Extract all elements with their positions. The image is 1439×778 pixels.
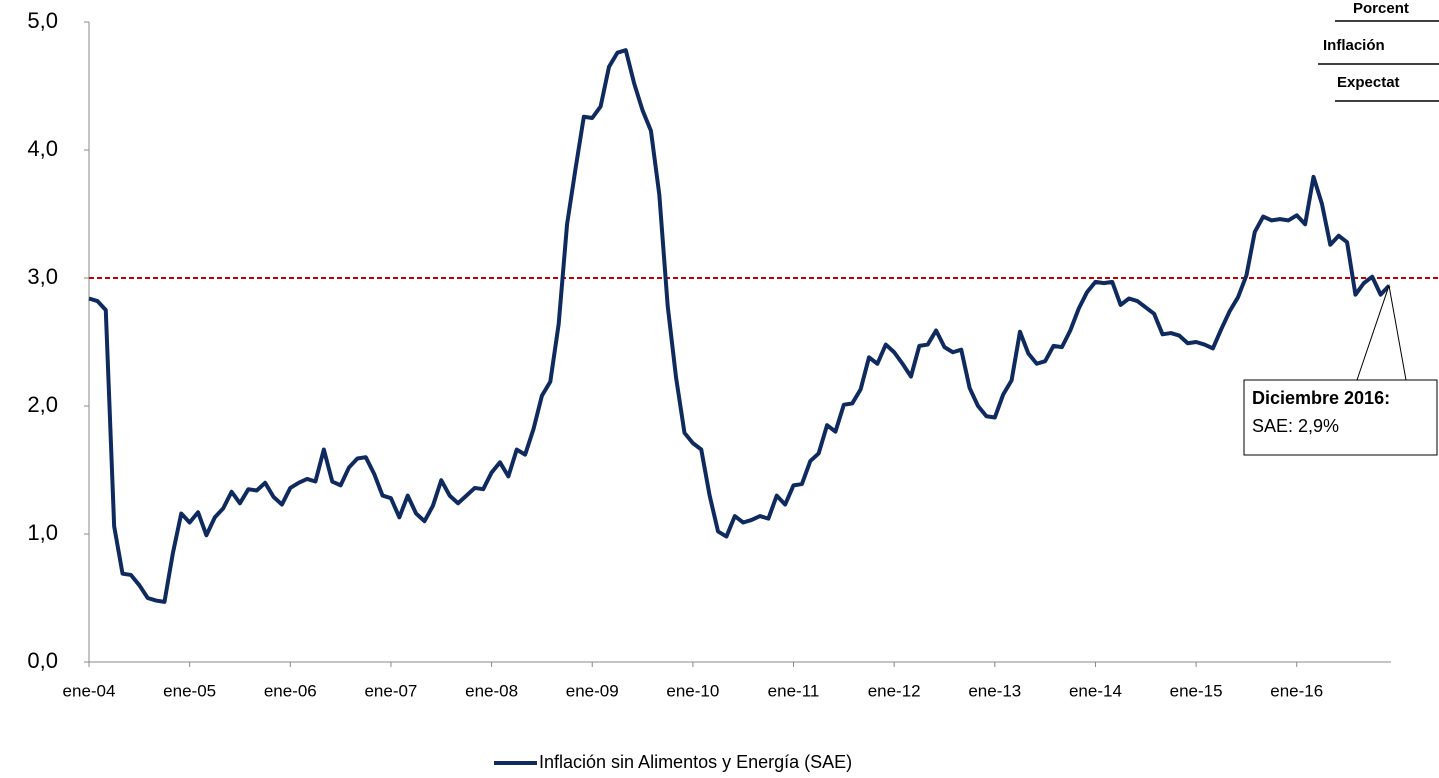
y-tick-label: 2,0 [27, 392, 58, 417]
y-tick-label: 3,0 [27, 264, 58, 289]
callout-title: Diciembre 2016: [1252, 388, 1390, 408]
x-tick-label: ene-04 [63, 681, 116, 700]
callout-text: SAE: 2,9% [1252, 416, 1339, 436]
y-tick-label: 4,0 [27, 136, 58, 161]
x-tick-label: ene-08 [465, 681, 518, 700]
callout-pointer [1356, 283, 1407, 381]
x-tick-label: ene-15 [1170, 681, 1223, 700]
x-tick-label: ene-05 [163, 681, 216, 700]
x-tick-label: ene-14 [1069, 681, 1122, 700]
x-tick-label: ene-16 [1270, 681, 1323, 700]
y-tick-label: 5,0 [27, 8, 58, 33]
series-line [88, 48, 1391, 604]
callout-box [1243, 379, 1438, 456]
x-tick-label: ene-09 [566, 681, 619, 700]
x-tick-label: ene-10 [666, 681, 719, 700]
x-tick-label: ene-07 [364, 681, 417, 700]
table-header: Porcent [1353, 0, 1409, 17]
y-tick-label: 0,0 [27, 648, 58, 673]
y-tick-label: 1,0 [27, 520, 58, 545]
x-tick-label: ene-11 [768, 681, 820, 700]
x-tick-label: ene-13 [968, 681, 1021, 700]
table-row: Expectat [1337, 74, 1400, 91]
x-tick-label: ene-12 [868, 681, 921, 700]
table-row: Inflación [1323, 37, 1385, 54]
legend-label: Inflación sin Alimentos y Energía (SAE) [539, 752, 852, 772]
x-tick-label: ene-06 [264, 681, 317, 700]
